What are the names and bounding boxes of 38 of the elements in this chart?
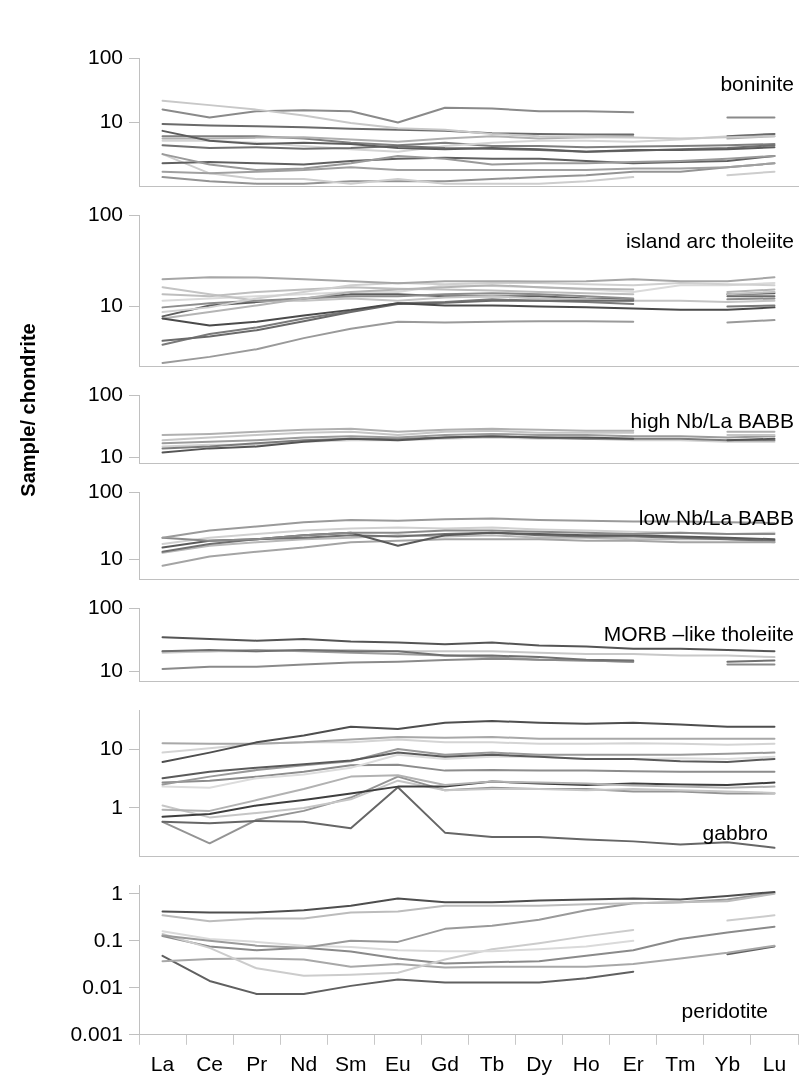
y-axis-title: Sample/ chondrite <box>16 323 40 497</box>
text: high Nb/La BABB <box>630 408 794 432</box>
x-tick-label: Tb <box>479 1052 505 1076</box>
y-tick-label: 10 <box>99 546 123 570</box>
y-tick-label: 0.01 <box>82 974 123 998</box>
x-tick-label: Ho <box>572 1052 600 1076</box>
y-tick-label: 1 <box>111 794 123 818</box>
text: MORB –like tholeiite <box>603 621 794 645</box>
y-tick-label: 10 <box>99 735 123 759</box>
x-tick-label: Gd <box>430 1052 459 1076</box>
text: low Nb/La BABB <box>638 505 794 529</box>
y-tick-label: 0.001 <box>70 1021 123 1045</box>
x-tick-label: Sm <box>335 1052 367 1076</box>
y-tick-label: 1 <box>111 880 123 904</box>
x-tick-label: Lu <box>762 1052 787 1076</box>
x-tick-label: Ce <box>196 1052 224 1076</box>
x-tick-label: Eu <box>385 1052 411 1076</box>
y-tick-label: 100 <box>87 479 123 503</box>
y-tick-label: 100 <box>87 595 123 619</box>
y-tick-label: 10 <box>99 109 123 133</box>
text: gabbro <box>702 820 768 844</box>
x-tick-label: Nd <box>290 1052 318 1076</box>
x-tick-label: Tm <box>665 1052 696 1076</box>
x-tick-label: Dy <box>526 1052 553 1076</box>
y-tick-label: 100 <box>87 202 123 226</box>
x-tick-label: Yb <box>714 1052 741 1076</box>
y-tick-label: 10 <box>99 293 123 317</box>
text: peridotite <box>681 999 768 1023</box>
y-tick-label: 10 <box>99 444 123 468</box>
text: island arc tholeiite <box>625 228 794 252</box>
y-tick-label: 100 <box>87 45 123 69</box>
text: boninite <box>720 71 794 95</box>
x-tick-label: La <box>150 1052 175 1076</box>
y-tick-label: 0.1 <box>93 927 123 951</box>
x-tick-label: Er <box>622 1052 644 1076</box>
y-tick-label: 10 <box>99 658 123 682</box>
x-tick-label: Pr <box>246 1052 268 1076</box>
y-tick-label: 100 <box>87 382 123 406</box>
